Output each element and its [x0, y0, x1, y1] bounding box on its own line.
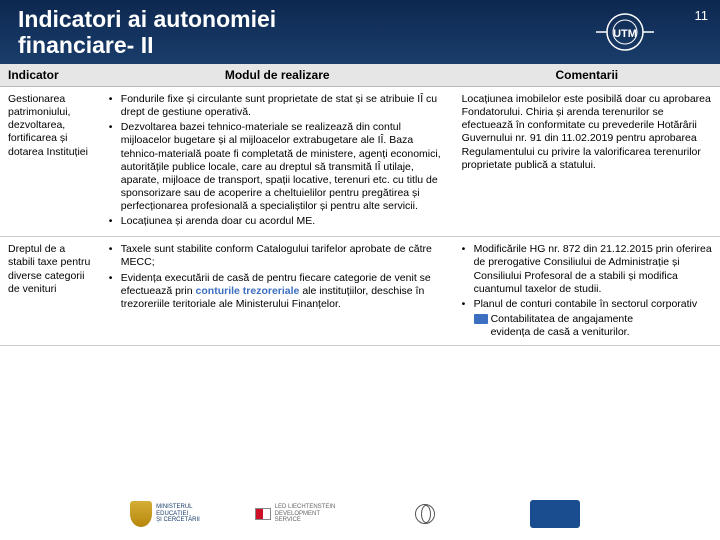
content-table: Indicator Modul de realizare Comentarii … [0, 64, 720, 346]
cell-modul: Taxele sunt stabilite conform Catalogulu… [101, 237, 454, 346]
th-indicator: Indicator [0, 64, 101, 87]
svg-text:UTM: UTM [613, 28, 637, 40]
list-item: Locațiunea și arenda doar cu acordul ME. [109, 215, 446, 228]
globe-logo [380, 499, 470, 529]
title-line1: Indicatori ai autonomiei [18, 6, 276, 32]
book-icon [474, 314, 488, 324]
footer-logos: MINISTERULEDUCAȚIEIȘI CERCETĂRII LED LIE… [0, 494, 720, 534]
list-item: Planul de conturi contabile în sectorul … [462, 298, 712, 311]
book-note-title: Contabilitatea de angajamente [491, 313, 633, 325]
list-item: Modificările HG nr. 872 din 21.12.2015 p… [462, 243, 712, 296]
list-item: Dezvoltarea bazei tehnico-materiale se r… [109, 121, 446, 213]
shield-icon [130, 501, 152, 527]
highlighted-term: conturile trezoreriale [196, 285, 300, 297]
table-header-row: Indicator Modul de realizare Comentarii [0, 64, 720, 87]
slide-title: Indicatori ai autonomiei financiare- II [18, 6, 276, 59]
list-item: Fondurile fixe și circulante sunt propri… [109, 93, 446, 119]
comentarii-list: Modificările HG nr. 872 din 21.12.2015 p… [462, 243, 712, 311]
table-row: Gestionarea patrimoniului, dezvoltarea, … [0, 87, 720, 237]
utm-logo: UTM [590, 8, 660, 56]
lds-logo: LED LIECHTENSTEINDEVELOPMENTSERVICE [250, 499, 340, 529]
table-row: Dreptul de a stabili taxe pentru diverse… [0, 237, 720, 346]
title-line2: financiare- II [18, 32, 153, 58]
cpef-logo [510, 499, 600, 529]
ministry-logo: MINISTERULEDUCAȚIEIȘI CERCETĂRII [120, 499, 210, 529]
flag-icon [255, 508, 271, 520]
list-item: Taxele sunt stabilite conform Catalogulu… [109, 243, 446, 269]
page-number: 11 [695, 8, 709, 23]
th-comentarii: Comentarii [454, 64, 720, 87]
cpef-icon [530, 500, 580, 528]
modul-list: Taxele sunt stabilite conform Catalogulu… [109, 243, 446, 311]
cell-comentarii: Modificările HG nr. 872 din 21.12.2015 p… [454, 237, 720, 346]
modul-list: Fondurile fixe și circulante sunt propri… [109, 93, 446, 228]
book-note: Contabilitatea de angajamente evidența d… [462, 313, 712, 339]
cell-comentarii: Locațiunea imobilelor este posibilă doar… [454, 87, 720, 237]
globe-icon [415, 504, 435, 524]
cell-indicator: Dreptul de a stabili taxe pentru diverse… [0, 237, 101, 346]
cell-modul: Fondurile fixe și circulante sunt propri… [101, 87, 454, 237]
th-modul: Modul de realizare [101, 64, 454, 87]
list-item: Evidența executării de casă de pentru fi… [109, 272, 446, 311]
slide-header: Indicatori ai autonomiei financiare- II … [0, 0, 720, 64]
cell-indicator: Gestionarea patrimoniului, dezvoltarea, … [0, 87, 101, 237]
book-note-tail: evidența de casă a veniturilor. [474, 326, 712, 339]
